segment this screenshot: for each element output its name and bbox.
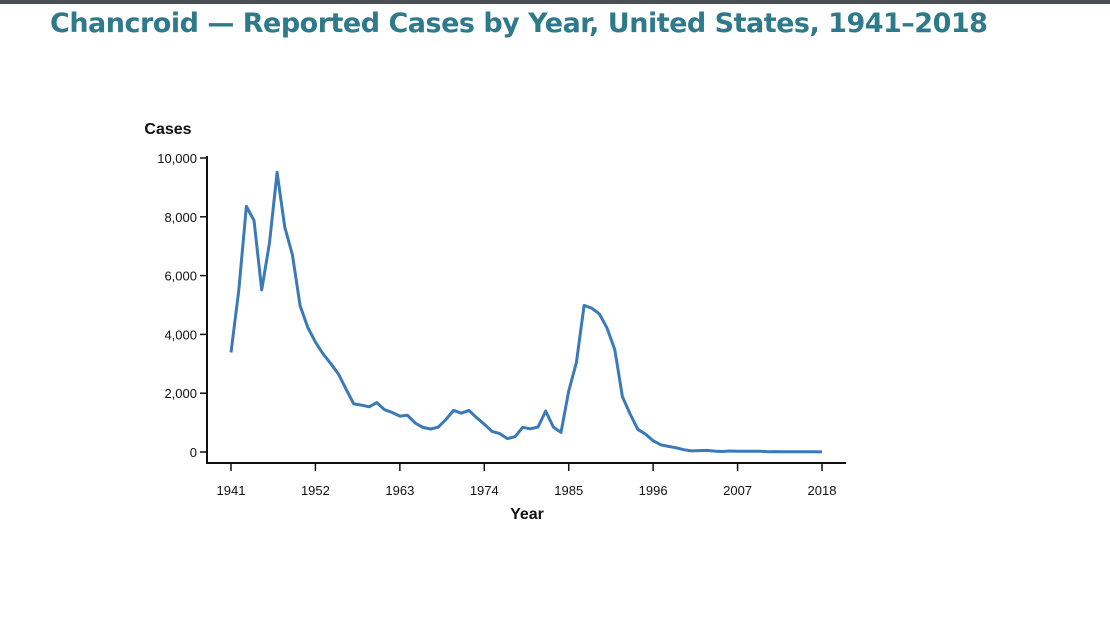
x-axis-label: Year [510, 506, 544, 523]
page-title: Chancroid — Reported Cases by Year, Unit… [50, 8, 988, 39]
x-tick-label: 1941 [217, 483, 246, 498]
y-tick-label: 10,000 [157, 151, 197, 166]
y-tick-label: 6,000 [164, 269, 197, 284]
x-tick-label: 2018 [808, 483, 837, 498]
y-axis-label: Cases [144, 121, 191, 138]
x-tick-label: 1985 [554, 483, 583, 498]
top-border [0, 0, 1110, 4]
y-tick-label: 0 [190, 445, 197, 460]
x-tick-label: 1963 [385, 483, 414, 498]
x-tick-label: 1974 [470, 483, 499, 498]
series-line [229, 170, 823, 454]
x-tick-label: 1996 [639, 483, 668, 498]
y-tick-label: 8,000 [164, 210, 197, 225]
x-tick-label: 2007 [723, 483, 752, 498]
y-tick-label: 2,000 [164, 386, 197, 401]
y-tick-label: 4,000 [164, 327, 197, 342]
x-tick-label: 1952 [301, 483, 330, 498]
